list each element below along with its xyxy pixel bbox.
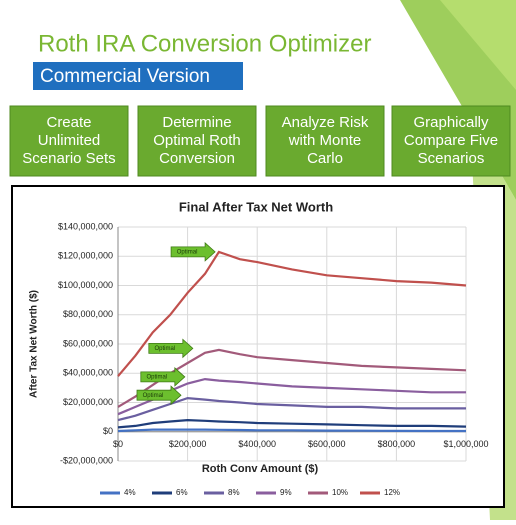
- series-line: [117, 418, 467, 429]
- y-tick-label: $140,000,000: [58, 221, 113, 231]
- y-tick-label: $100,000,000: [58, 280, 113, 290]
- title: Roth IRA Conversion Optimizer: [38, 30, 371, 57]
- x-axis-label: Roth Conv Amount ($): [202, 463, 319, 475]
- feature-label: Analyze Risk with Monte Carlo: [282, 114, 369, 167]
- annotation-label: Optimal: [143, 393, 164, 399]
- legend-label: 10%: [332, 488, 348, 497]
- annotation-label: Optimal: [146, 374, 167, 380]
- feature-box: [9, 105, 129, 177]
- chart-frame: [11, 185, 505, 508]
- feature-box: [391, 105, 511, 177]
- y-tick-label: $80,000,000: [63, 309, 113, 319]
- legend-label: 8%: [228, 488, 240, 497]
- feature-box: [265, 105, 385, 177]
- y-tick-label: $60,000,000: [63, 338, 113, 348]
- x-tick-label: $800,000: [378, 439, 416, 449]
- series-line: [117, 428, 466, 433]
- legend-label: 4%: [124, 488, 136, 497]
- y-tick-label: $120,000,000: [58, 251, 113, 261]
- feature-box: [137, 105, 257, 177]
- subtitle: Commercial Version: [40, 66, 210, 87]
- annotation-label: Optimal: [154, 346, 175, 352]
- series-line: [117, 396, 466, 422]
- y-axis-label: After Tax Net Worth ($): [29, 290, 40, 398]
- legend-label: 6%: [176, 488, 188, 497]
- annotation-arrow: [140, 367, 186, 387]
- feature-label: Determine Optimal Roth Conversion: [153, 114, 241, 167]
- annotation-arrow: [136, 385, 182, 406]
- chart-title: Final After Tax Net Worth: [179, 199, 333, 214]
- feature-label: Create Unlimited Scenario Sets: [22, 114, 115, 167]
- legend-label: 9%: [280, 488, 292, 497]
- series-line: [117, 250, 467, 377]
- subtitle-box: [33, 62, 243, 90]
- y-tick-label: -$20,000,000: [60, 455, 113, 465]
- annotation-arrow: [170, 241, 216, 262]
- y-tick-label: $0: [103, 426, 113, 436]
- x-tick-label: $600,000: [308, 439, 346, 449]
- x-tick-label: $200,000: [169, 439, 207, 449]
- y-tick-label: $40,000,000: [63, 368, 113, 378]
- feature-label: Graphically Compare Five Scenarios: [404, 114, 498, 167]
- x-tick-label: $400,000: [238, 439, 276, 449]
- annotation-label: Optimal: [177, 249, 198, 255]
- annotation-arrow: [148, 338, 194, 359]
- x-tick-label: $1,000,000: [443, 439, 488, 449]
- y-tick-label: $20,000,000: [63, 397, 113, 407]
- decoration: [440, 0, 516, 90]
- legend-label: 12%: [384, 488, 400, 497]
